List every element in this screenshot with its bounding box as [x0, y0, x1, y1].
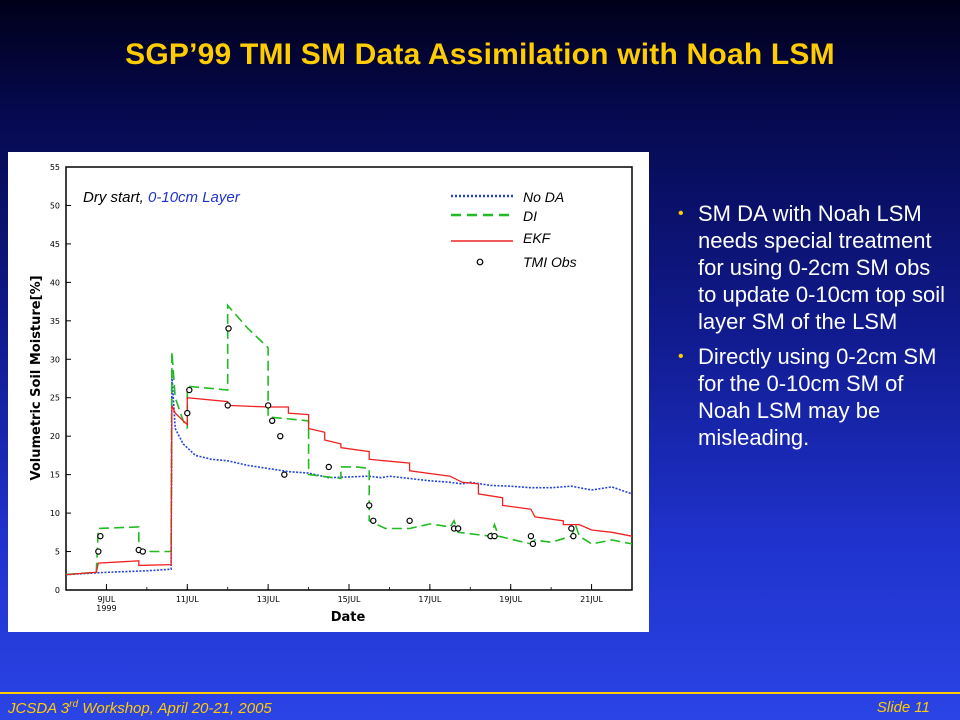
y-tick-label: 15 [50, 471, 60, 480]
obs-point [139, 548, 147, 555]
obs-point [225, 325, 232, 332]
obs-point [97, 532, 104, 540]
x-tick-label: 15JUL [338, 595, 361, 604]
legend-label-obs: TMI Obs [523, 254, 577, 270]
y-tick-label: 50 [50, 201, 60, 210]
obs-point [491, 532, 498, 540]
x-axis-label: Date [331, 610, 366, 625]
y-tick-label: 10 [50, 509, 60, 518]
footer-text-pre: JCSDA 3 [8, 700, 70, 717]
slide-title: SGP’99 TMI SM Data Assimilation with Noa… [125, 38, 835, 71]
x-tick-label: 11JUL [176, 595, 199, 604]
legend: No DA DI EKF TMI Obs [451, 189, 577, 270]
y-tick-label: 55 [50, 163, 60, 172]
bullet-text: SM DA with Noah LSM needs special treatm… [698, 201, 946, 334]
annotation-layer: 0-10cm Layer [148, 189, 241, 206]
x-tick-label: 13JUL [257, 595, 280, 604]
obs-point [454, 525, 462, 532]
y-tick-label: 20 [50, 432, 60, 441]
obs-point [277, 432, 284, 440]
x-tick-label: 21JUL [580, 595, 603, 604]
series-ekf [65, 396, 633, 576]
y-tick-label: 5 [55, 548, 60, 557]
legend-label-ekf: EKF [523, 230, 552, 246]
obs-point [366, 502, 373, 509]
obs-point [568, 525, 575, 532]
bullet-item: • SM DA with Noah LSM needs special treat… [676, 200, 946, 335]
obs-point [281, 471, 288, 478]
slide-number: Slide 11 [876, 699, 930, 716]
footer-text-sup: rd [69, 699, 79, 710]
obs-point [570, 532, 577, 540]
y-tick-label: 35 [50, 317, 60, 326]
bullet-item: • Directly using 0-2cm SM for the 0-10cm … [676, 343, 946, 451]
soil-moisture-chart: 0 5 10 15 20 25 30 35 40 45 50 55 9JUL 1999 11JUL 13JU… [8, 152, 649, 632]
bullet-list: • SM DA with Noah LSM needs special treat… [676, 200, 946, 459]
obs-markers [95, 325, 577, 555]
footer-text-post: Workshop, April 20-21, 2005 [78, 700, 272, 717]
obs-point [370, 517, 377, 524]
x-tick-label: 9JUL [98, 595, 116, 604]
obs-point [264, 402, 272, 409]
series-group [65, 303, 633, 576]
x-tick-label: 17JUL [418, 595, 441, 604]
y-tick-label: 40 [50, 278, 60, 287]
obs-point [224, 402, 231, 409]
series-di [65, 303, 633, 576]
x-tick-label: 19JUL [499, 595, 522, 604]
series-no-da [65, 374, 633, 576]
legend-marker-obs [476, 258, 484, 266]
obs-point [527, 532, 535, 540]
y-tick-label: 30 [50, 355, 60, 364]
bullet-marker: • [678, 348, 684, 365]
legend-label-no-da: No DA [523, 189, 564, 205]
annotation-prefix: Dry start, [83, 189, 148, 206]
obs-point [95, 548, 102, 555]
obs-point [268, 417, 276, 424]
obs-point [325, 463, 332, 471]
legend-label-di: DI [523, 208, 537, 224]
chart-annotation: Dry start, 0-10cm Layer [83, 189, 241, 206]
y-tick-label: 45 [50, 240, 60, 249]
y-axis-label: Volumetric Soil Moisture[%] [29, 275, 44, 480]
y-ticks: 0 5 10 15 20 25 30 35 40 45 50 55 [50, 163, 71, 595]
obs-point [529, 540, 537, 548]
obs-point [184, 409, 191, 417]
footer-workshop: JCSDA 3rd Workshop, April 20-21, 2005 [8, 699, 272, 717]
x-tick-sublabel: 1999 [96, 604, 116, 613]
obs-point [186, 386, 193, 394]
y-tick-label: 0 [55, 586, 60, 595]
bullet-text: Directly using 0-2cm SM for the 0-10cm S… [698, 344, 937, 450]
bullet-marker: • [678, 205, 684, 222]
footer-divider [0, 692, 960, 694]
y-tick-label: 25 [50, 394, 60, 403]
obs-point [406, 517, 413, 524]
